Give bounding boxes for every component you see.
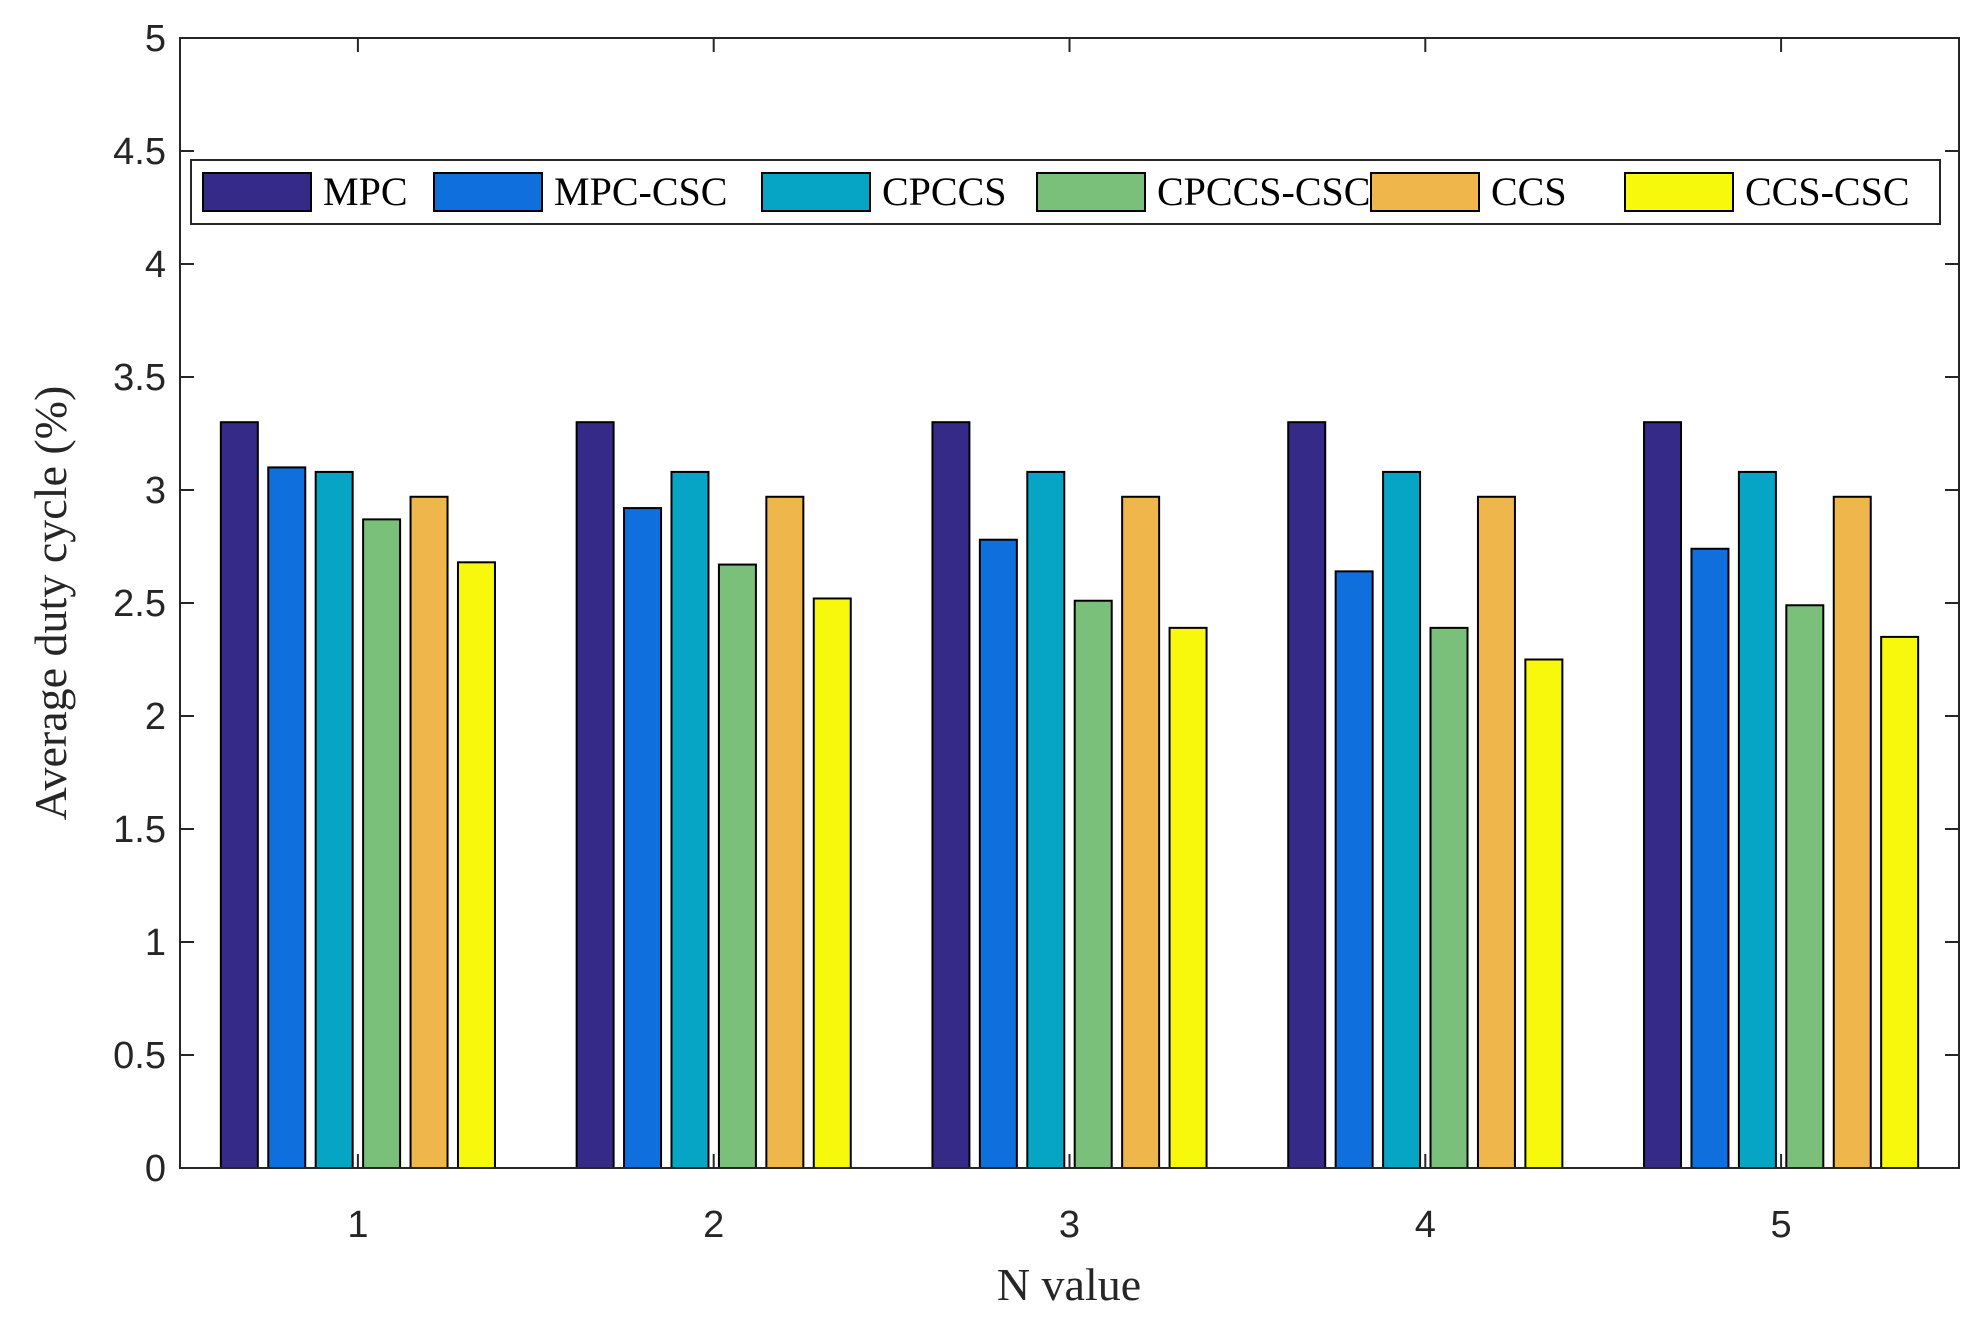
legend-label-cpccs-csc: CPCCS-CSC: [1157, 169, 1370, 214]
legend-swatch-cpccs-csc: [1036, 172, 1146, 212]
bar-cpccs-n1: [314, 470, 354, 1170]
bar-mpc-n2: [575, 421, 615, 1169]
y-axis-title: Average duty cycle (%): [25, 386, 76, 821]
legend-label-cpccs: CPCCS: [882, 169, 1007, 214]
y-tick-label: 0: [145, 1148, 166, 1190]
bar-mpc-csc-n2: [623, 507, 663, 1169]
bar-mpc-n5: [1643, 421, 1683, 1169]
axis-ticks: 0 0.5 1 1.5 2 2.5 3 3.5 4 4.5 5 1 2 3 4 5: [113, 18, 1959, 1246]
x-axis-title: N value: [997, 1259, 1141, 1310]
bars-layer: [219, 421, 1920, 1170]
y-tick-label: 2.5: [113, 583, 166, 625]
bar-ccs-csc-n2: [812, 597, 852, 1169]
bar-ccs-n4: [1476, 495, 1516, 1169]
bar-ccs-csc-n3: [1168, 626, 1208, 1169]
y-tick-label: 2: [145, 696, 166, 738]
bar-ccs-n3: [1121, 495, 1161, 1169]
bar-cpccs-n3: [1026, 470, 1066, 1170]
legend-swatch-ccs: [1370, 172, 1480, 212]
bar-mpc-csc-n1: [267, 466, 307, 1169]
y-tick-label: 3.5: [113, 357, 166, 399]
legend-swatch-mpc: [202, 172, 312, 212]
legend-label-ccs: CCS: [1491, 169, 1567, 214]
bar-cpccs-csc-n3: [1073, 599, 1113, 1169]
bar-ccs-n1: [409, 495, 449, 1169]
legend-label-mpc-csc: MPC-CSC: [554, 169, 727, 214]
legend-label-ccs-csc: CCS-CSC: [1745, 169, 1910, 214]
x-tick-label: 5: [1771, 1204, 1792, 1246]
bar-mpc-n3: [931, 421, 971, 1169]
bar-ccs-n5: [1832, 495, 1872, 1169]
bar-ccs-csc-n5: [1880, 635, 1920, 1169]
y-tick-label: 5: [145, 18, 166, 60]
y-tick-label: 0.5: [113, 1035, 166, 1077]
legend-swatch-ccs-csc: [1624, 172, 1734, 212]
x-tick-label: 2: [703, 1204, 724, 1246]
bar-cpccs-csc-n1: [362, 518, 402, 1169]
bar-cpccs-n4: [1382, 470, 1422, 1170]
bar-mpc-csc-n4: [1334, 570, 1374, 1169]
x-tick-label: 4: [1415, 1204, 1436, 1246]
bar-cpccs-n5: [1737, 470, 1777, 1170]
bar-mpc-csc-n3: [978, 538, 1018, 1169]
y-tick-label: 4: [145, 244, 166, 286]
bar-mpc-n4: [1287, 421, 1327, 1169]
legend-swatch-cpccs: [761, 172, 871, 212]
x-tick-label: 1: [347, 1204, 368, 1246]
bar-ccs-csc-n4: [1524, 658, 1564, 1169]
y-tick-label: 4.5: [113, 131, 166, 173]
bar-cpccs-n2: [670, 470, 710, 1170]
bar-mpc-n1: [219, 421, 259, 1169]
bar-ccs-n2: [765, 495, 805, 1169]
y-tick-label: 1.5: [113, 809, 166, 851]
y-tick-label: 3: [145, 470, 166, 512]
y-tick-label: 1: [145, 922, 166, 964]
bar-mpc-csc-n5: [1690, 547, 1730, 1169]
legend: MPC MPC-CSC CPCCS CPCCS-CSC CCS CCS-CSC: [190, 159, 1941, 225]
legend-swatch-mpc-csc: [433, 172, 543, 212]
bar-ccs-csc-n1: [456, 561, 496, 1169]
bar-cpccs-csc-n2: [717, 563, 757, 1169]
x-tick-label: 3: [1059, 1204, 1080, 1246]
legend-label-mpc: MPC: [323, 169, 408, 214]
bar-cpccs-csc-n5: [1785, 604, 1825, 1169]
bar-cpccs-csc-n4: [1429, 626, 1469, 1169]
